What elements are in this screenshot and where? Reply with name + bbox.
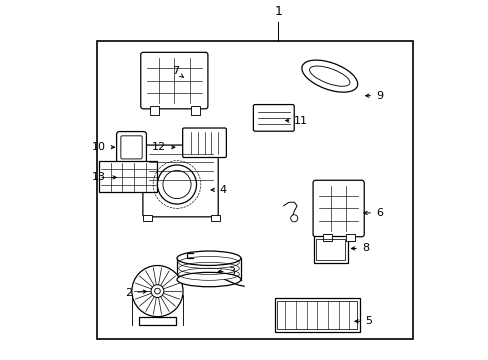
Text: 3: 3 [218,266,235,276]
Bar [99,161,157,192]
FancyBboxPatch shape [312,180,364,237]
Text: 1: 1 [274,5,282,18]
FancyBboxPatch shape [116,131,146,163]
Text: 6: 6 [363,208,382,218]
Text: 4: 4 [211,185,226,195]
Circle shape [154,288,160,294]
Circle shape [132,266,183,317]
Text: 12: 12 [152,142,175,152]
Text: 9: 9 [365,91,382,101]
FancyBboxPatch shape [142,145,218,217]
Bar [210,215,219,221]
Bar [277,301,357,329]
Bar [150,106,159,115]
Bar [191,106,200,115]
Circle shape [151,285,163,297]
Bar [274,298,359,332]
Text: 7: 7 [171,66,183,78]
Text: 10: 10 [92,142,114,152]
FancyBboxPatch shape [253,104,294,131]
Text: 5: 5 [354,316,371,326]
Bar [322,234,331,241]
Bar [139,317,176,324]
Text: 2: 2 [125,288,146,298]
FancyBboxPatch shape [183,128,226,158]
Ellipse shape [309,66,349,86]
Circle shape [290,215,297,222]
Ellipse shape [177,273,241,287]
FancyBboxPatch shape [141,52,207,109]
Bar [143,215,152,221]
Bar [345,234,354,241]
Text: 13: 13 [92,172,116,183]
Bar [97,41,412,339]
Bar [316,239,345,260]
Text: 8: 8 [351,243,368,253]
Ellipse shape [177,251,241,265]
Circle shape [157,165,196,204]
Text: 11: 11 [285,116,307,126]
Ellipse shape [301,60,357,92]
Bar [313,236,347,263]
